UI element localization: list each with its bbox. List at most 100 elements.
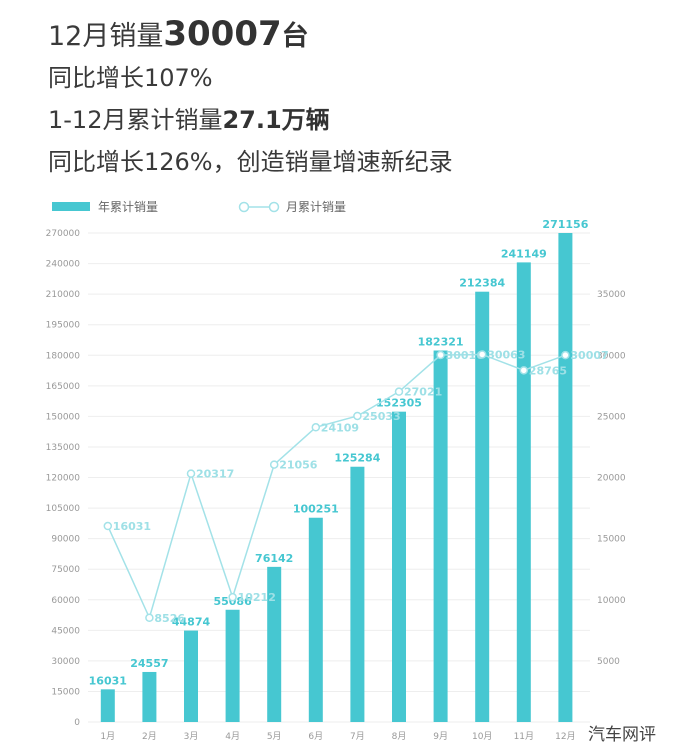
line-point bbox=[269, 460, 279, 469]
left-y-tick-label: 60000 bbox=[51, 596, 80, 606]
left-y-axis: 0 15000 30000 45000 60000 75000 90000 105000 120… bbox=[46, 229, 81, 728]
right-y-tick-label: 35000 bbox=[597, 290, 626, 300]
left-y-tick-label: 0 bbox=[74, 718, 80, 728]
left-y-tick-label: 210000 bbox=[46, 290, 81, 300]
line-point bbox=[436, 350, 445, 360]
right-y-axis: 5000 10000 15000 20000 25000 30000 35000 bbox=[597, 290, 626, 667]
left-y-tick-label: 75000 bbox=[51, 565, 80, 575]
bar-value-label: 44874 bbox=[172, 616, 211, 629]
line-value-label: 20317 bbox=[196, 468, 234, 481]
bar-value-label: 152305 bbox=[376, 397, 422, 410]
left-y-tick-label: 240000 bbox=[46, 260, 81, 270]
legend-line-label: 月累计销量 bbox=[286, 200, 346, 214]
line-value-label: 28765 bbox=[529, 364, 567, 377]
headline-annual-sales: 1-12月累计销量27.1万辆 bbox=[48, 100, 330, 135]
line-point bbox=[311, 423, 321, 432]
bar-value-label: 182321 bbox=[418, 336, 464, 349]
bar bbox=[100, 689, 115, 722]
x-axis: 1月 2月 3月 4月 5月 6月 7月 8月 9月 10月 11月 12月 bbox=[100, 731, 575, 742]
left-y-tick-label: 135000 bbox=[46, 443, 81, 453]
line-point bbox=[228, 592, 237, 602]
line-point bbox=[145, 613, 154, 623]
line-value-label: 27021 bbox=[404, 386, 442, 399]
left-y-tick-label: 105000 bbox=[46, 504, 81, 514]
x-tick-label: 5月 bbox=[267, 731, 282, 742]
bar-value-label: 271156 bbox=[542, 218, 588, 231]
left-y-tick-label: 195000 bbox=[46, 321, 81, 331]
x-tick-label: 4月 bbox=[225, 731, 240, 742]
legend-line-marker bbox=[238, 201, 250, 213]
bar-value-label: 76142 bbox=[255, 552, 293, 565]
bar bbox=[392, 411, 406, 722]
headline-december-sales: 12月销量30007台 bbox=[48, 14, 309, 54]
left-y-tick-label: 15000 bbox=[51, 687, 80, 697]
line-point bbox=[394, 387, 404, 396]
bar bbox=[558, 233, 573, 722]
headline-december-yoy-text: 同比增长107% bbox=[48, 64, 213, 92]
x-tick-label: 10月 bbox=[472, 731, 492, 742]
x-tick-label: 2月 bbox=[142, 731, 157, 742]
series-line bbox=[107, 353, 566, 620]
right-y-tick-label: 10000 bbox=[597, 596, 626, 606]
headline-annual-yoy: 同比增长126%，创造销量增速新纪录 bbox=[48, 142, 453, 177]
bar-value-label: 16031 bbox=[89, 674, 127, 687]
headline-december-yoy: 同比增长107% bbox=[48, 58, 213, 93]
line-value-label: 30063 bbox=[487, 348, 525, 361]
line-point bbox=[186, 469, 196, 478]
headline-annual-yoy-text: 同比增长126%，创造销量增速新纪录 bbox=[48, 148, 453, 176]
line-value-label: 8526 bbox=[154, 612, 185, 625]
chart-legend: 年累计销量 月累计销量 bbox=[52, 200, 346, 214]
line-point bbox=[477, 350, 487, 359]
line-value-label: 30007 bbox=[570, 349, 608, 362]
right-y-tick-label: 15000 bbox=[597, 535, 626, 545]
x-tick-label: 11月 bbox=[514, 731, 534, 742]
x-tick-label: 6月 bbox=[308, 731, 323, 742]
right-y-tick-label: 5000 bbox=[597, 657, 620, 667]
left-y-tick-label: 30000 bbox=[51, 657, 80, 667]
bar bbox=[475, 291, 490, 722]
bar bbox=[308, 517, 323, 722]
bar-value-label: 241149 bbox=[501, 247, 547, 260]
legend-line-marker bbox=[268, 201, 280, 213]
line-value-label: 21056 bbox=[279, 459, 318, 472]
bar bbox=[433, 350, 448, 722]
bar-series-annual-cumulative: 1603124557448745508676142100251125284152… bbox=[89, 218, 589, 722]
bar bbox=[350, 466, 365, 722]
bar bbox=[142, 671, 157, 722]
x-tick-label: 1月 bbox=[100, 731, 115, 742]
line-value-label: 16031 bbox=[113, 520, 151, 533]
line-value-label: 10212 bbox=[238, 591, 276, 604]
line-value-label: 30016 bbox=[446, 349, 485, 362]
x-tick-label: 12月 bbox=[555, 731, 575, 742]
left-y-tick-label: 165000 bbox=[46, 382, 81, 392]
line-value-label: 25033 bbox=[362, 410, 400, 423]
line-point bbox=[519, 366, 529, 375]
bar bbox=[225, 609, 240, 722]
x-tick-label: 7月 bbox=[350, 731, 365, 742]
line-point bbox=[561, 350, 570, 360]
bar-value-label: 24557 bbox=[130, 657, 168, 670]
x-tick-label: 8月 bbox=[392, 731, 407, 742]
right-y-tick-label: 30000 bbox=[597, 351, 626, 361]
bar-value-label: 100251 bbox=[293, 503, 339, 516]
headline-december-unit: 台 bbox=[281, 21, 309, 52]
bar-value-label: 125284 bbox=[334, 452, 380, 465]
line-point bbox=[103, 521, 113, 531]
left-y-tick-label: 150000 bbox=[46, 412, 81, 422]
left-y-tick-label: 90000 bbox=[51, 535, 80, 545]
left-y-tick-label: 270000 bbox=[46, 229, 81, 239]
line-point bbox=[353, 411, 362, 421]
legend-bar-label: 年累计销量 bbox=[98, 200, 158, 214]
x-tick-label: 9月 bbox=[433, 731, 448, 742]
right-y-tick-label: 25000 bbox=[597, 412, 626, 422]
headline-annual-value: 27.1万辆 bbox=[222, 106, 330, 134]
legend-bar-swatch bbox=[52, 202, 90, 211]
bar bbox=[516, 262, 531, 722]
right-y-tick-label: 20000 bbox=[597, 474, 626, 484]
headline-december-label: 12月销量 bbox=[48, 21, 164, 52]
grid-lines bbox=[88, 232, 590, 723]
left-y-tick-label: 45000 bbox=[51, 626, 80, 636]
left-y-tick-label: 120000 bbox=[46, 474, 81, 484]
headline-annual-label: 1-12月累计销量 bbox=[48, 106, 223, 134]
